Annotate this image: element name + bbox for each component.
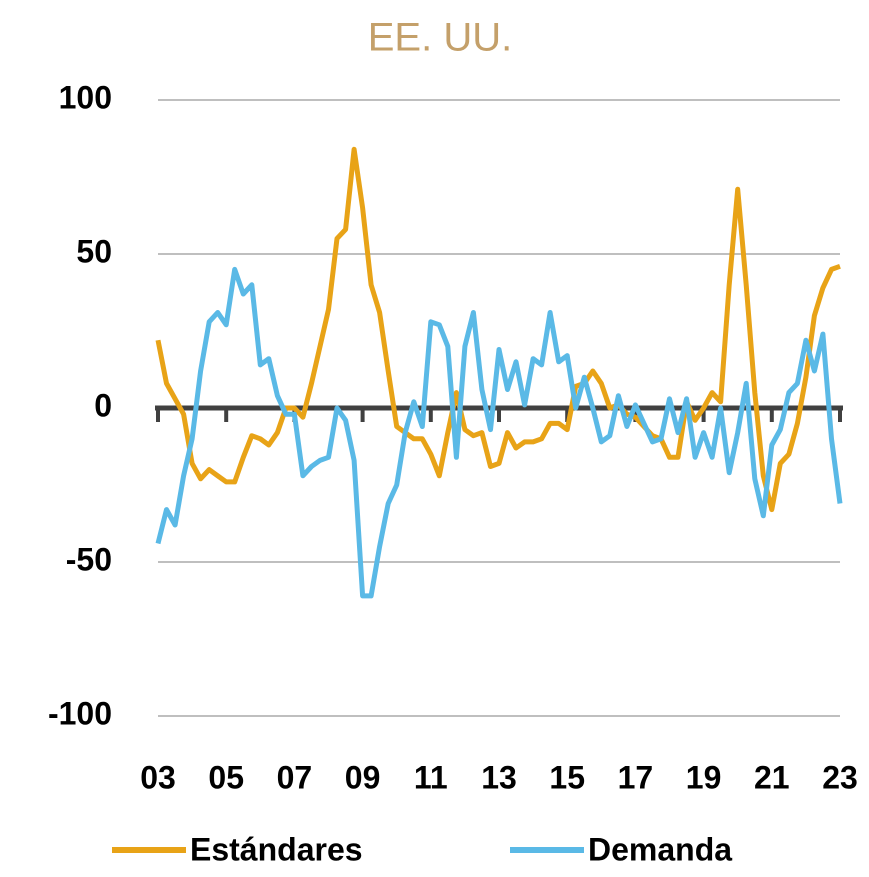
x-tick-label: 17 — [618, 759, 654, 795]
x-tick-label: 21 — [754, 759, 790, 795]
x-tick-label: 11 — [414, 759, 448, 795]
x-tick-label: 19 — [686, 759, 722, 795]
y-tick-label: 50 — [76, 233, 112, 269]
y-tick-label: 0 — [94, 387, 112, 423]
data-line — [155, 266, 843, 599]
chart-title: EE. UU. — [368, 16, 512, 60]
x-tick-label: 13 — [481, 759, 517, 795]
x-tick-label: 15 — [549, 759, 585, 795]
legend-label: Demanda — [588, 831, 732, 867]
x-tick-label: 03 — [140, 759, 176, 795]
y-tick-label: -100 — [48, 695, 112, 731]
data-line — [155, 146, 841, 513]
legend-label: Estándares — [190, 831, 363, 867]
x-tick-label: 05 — [208, 759, 244, 795]
x-tick-label: 23 — [822, 759, 858, 795]
x-tick-label: 09 — [345, 759, 381, 795]
y-tick-label: 100 — [59, 79, 112, 115]
y-tick-label: -50 — [66, 541, 112, 577]
x-tick-label: 07 — [277, 759, 313, 795]
